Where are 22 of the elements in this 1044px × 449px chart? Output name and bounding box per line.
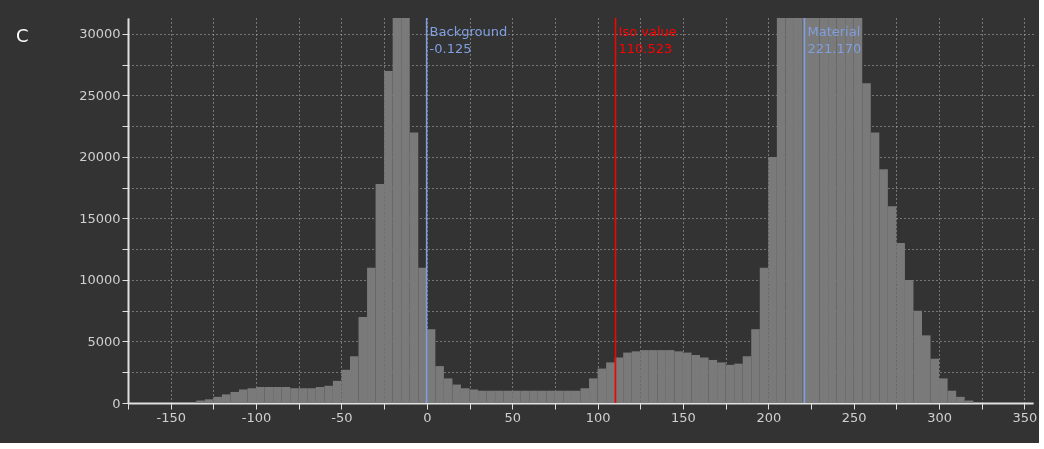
x-tick-label: -50 <box>331 409 353 425</box>
ref-line-label: Material 221.170 <box>807 24 862 56</box>
y-tick-label: 5000 <box>87 334 121 349</box>
x-tick-label: 350 <box>1012 409 1038 425</box>
y-tick-label: 20000 <box>79 149 121 165</box>
x-tick-label: 150 <box>671 409 696 425</box>
x-tick-label: 50 <box>504 409 521 425</box>
text: C <box>16 25 29 46</box>
x-tick-label: 0 <box>423 409 432 425</box>
x-tick-label: 250 <box>841 409 867 425</box>
x-tick-label: -100 <box>241 409 272 425</box>
y-tick-label: 0 <box>112 395 121 411</box>
y-tick-label: 30000 <box>79 26 121 42</box>
x-tick-label: 200 <box>756 409 782 425</box>
y-tick-label: 25000 <box>79 87 121 103</box>
y-tick-label: 15000 <box>79 211 121 226</box>
x-tick-label: 100 <box>585 409 611 425</box>
ref-line-label: Iso value 110.523 <box>618 24 677 56</box>
y-tick-label: 10000 <box>79 272 121 288</box>
x-tick-label: -150 <box>156 409 186 425</box>
x-tick-label: 300 <box>927 409 952 425</box>
ref-line-label: Background -0.125 <box>429 24 508 56</box>
